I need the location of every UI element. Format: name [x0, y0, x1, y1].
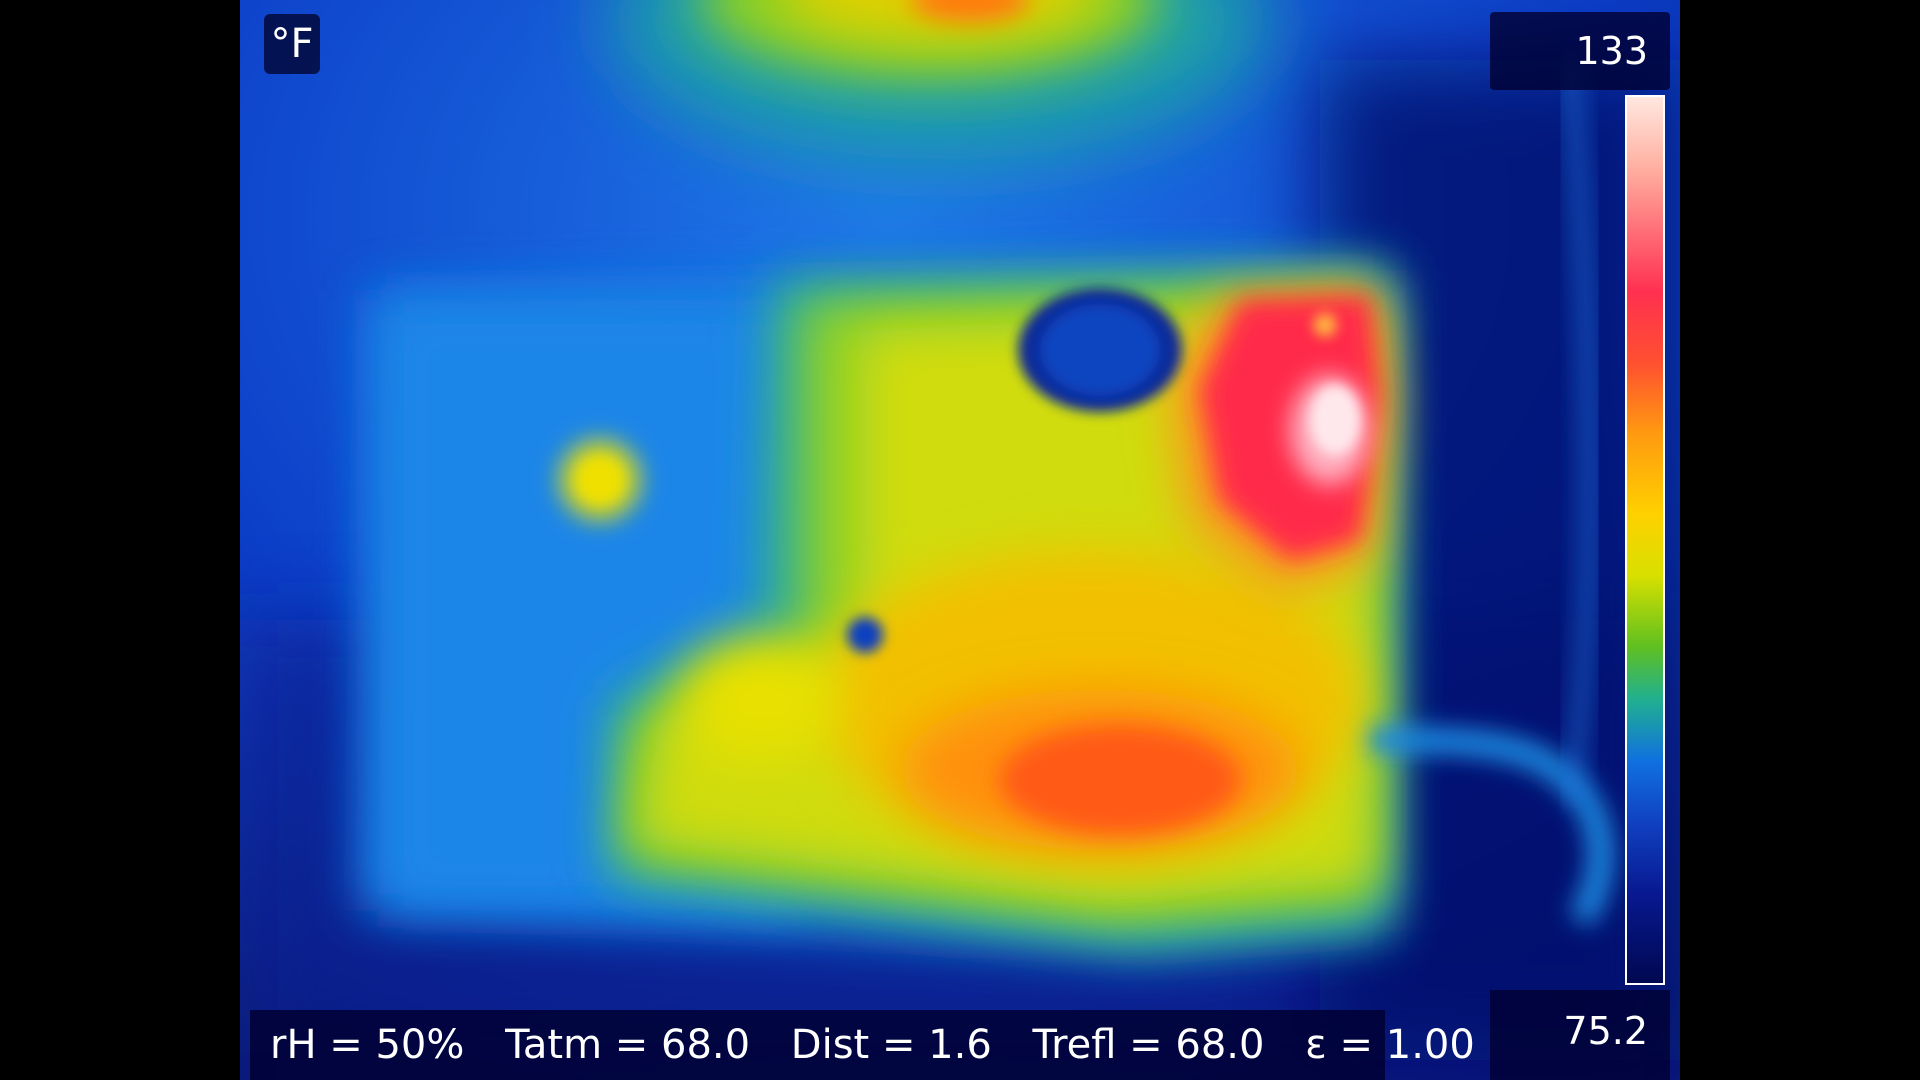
thermal-image-viewer: °F 133 75.2 rH = 50% Tatm = 68.0 Dist = … [240, 0, 1680, 1080]
letterbox-left [0, 0, 240, 1080]
temperature-unit-badge: °F [264, 14, 320, 74]
atmospheric-temperature-label: Tatm = 68.0 [505, 1022, 751, 1068]
measurement-parameters-bar: rH = 50% Tatm = 68.0 Dist = 1.6 Trefl = … [250, 1010, 1475, 1080]
relative-humidity-label: rH = 50% [270, 1022, 465, 1068]
scale-min-value: 75.2 [1490, 990, 1670, 1080]
reflected-temperature-label: Trefl = 68.0 [1032, 1022, 1265, 1068]
scale-max-value: 133 [1490, 12, 1670, 90]
thermal-image [240, 0, 1680, 1080]
color-scale-bar [1625, 95, 1665, 985]
distance-label: Dist = 1.6 [790, 1022, 992, 1068]
emissivity-label: ε = 1.00 [1305, 1022, 1475, 1068]
letterbox-right [1680, 0, 1920, 1080]
